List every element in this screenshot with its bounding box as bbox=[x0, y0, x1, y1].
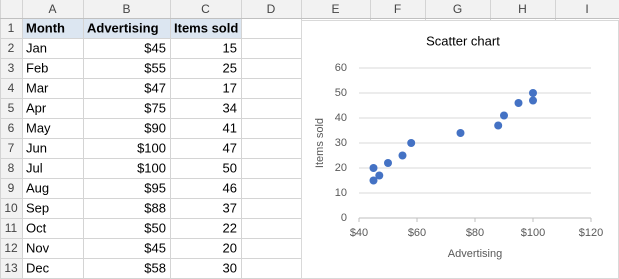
y-tick-label: 40 bbox=[335, 112, 347, 124]
row-number[interactable]: 4 bbox=[8, 81, 15, 95]
cell[interactable]: $88 bbox=[144, 200, 166, 215]
column-header[interactable]: C bbox=[201, 2, 210, 16]
column-header[interactable]: H bbox=[518, 2, 527, 16]
cell[interactable]: 41 bbox=[223, 120, 237, 135]
header-cell[interactable]: Month bbox=[26, 20, 65, 35]
cell[interactable]: 46 bbox=[223, 180, 237, 195]
header-cell[interactable]: Items sold bbox=[174, 20, 238, 35]
chart-title: Scatter chart bbox=[426, 33, 500, 48]
cell[interactable]: $75 bbox=[144, 100, 166, 115]
row-number[interactable]: 2 bbox=[8, 41, 15, 55]
column-header[interactable]: A bbox=[48, 2, 56, 16]
row-number[interactable]: 1 bbox=[8, 21, 15, 35]
point bbox=[529, 96, 537, 105]
point bbox=[494, 121, 503, 130]
y-axis-title: Items sold bbox=[314, 118, 326, 168]
y-tick-label: 50 bbox=[335, 87, 347, 99]
cell[interactable]: 15 bbox=[223, 40, 237, 55]
point bbox=[456, 129, 465, 137]
point bbox=[514, 99, 523, 107]
row-number[interactable]: 10 bbox=[4, 201, 18, 215]
cell[interactable]: Jan bbox=[26, 40, 47, 55]
cell[interactable]: 17 bbox=[223, 80, 237, 95]
cell[interactable]: 25 bbox=[223, 60, 237, 75]
y-tick-label: 30 bbox=[335, 137, 347, 149]
cell[interactable]: Jul bbox=[26, 160, 43, 175]
cell[interactable]: $95 bbox=[144, 180, 166, 195]
y-tick-label: 60 bbox=[335, 62, 347, 74]
cell[interactable]: Oct bbox=[26, 220, 47, 235]
cell[interactable]: $58 bbox=[144, 260, 166, 275]
cell[interactable]: May bbox=[26, 120, 51, 135]
cell[interactable]: 22 bbox=[223, 220, 237, 235]
y-tick-label: 0 bbox=[341, 212, 347, 224]
cell[interactable]: 50 bbox=[223, 160, 237, 175]
cell[interactable]: $55 bbox=[144, 60, 166, 75]
x-tick-label: $120 bbox=[579, 227, 603, 239]
y-tick-label: 20 bbox=[335, 162, 347, 174]
row-number[interactable]: 11 bbox=[5, 221, 18, 235]
x-tick-label: $40 bbox=[350, 227, 368, 239]
x-tick-label: $80 bbox=[466, 227, 484, 239]
cell[interactable]: Aug bbox=[26, 180, 49, 195]
column-header[interactable]: B bbox=[122, 2, 130, 16]
column-header[interactable]: G bbox=[453, 2, 462, 16]
cell[interactable]: Sep bbox=[26, 200, 49, 215]
cell[interactable]: 20 bbox=[223, 240, 237, 255]
header-row-fill bbox=[22, 18, 241, 38]
header-cell[interactable]: Advertising bbox=[87, 20, 159, 35]
point bbox=[529, 89, 537, 97]
cell[interactable]: 37 bbox=[223, 200, 237, 215]
cell[interactable]: $100 bbox=[137, 140, 166, 155]
x-tick-label: $60 bbox=[408, 227, 426, 239]
point bbox=[369, 164, 378, 172]
row-header-bar bbox=[0, 0, 22, 279]
point bbox=[384, 159, 392, 167]
cell[interactable]: Apr bbox=[26, 100, 47, 115]
cell[interactable]: Nov bbox=[26, 240, 50, 255]
cell[interactable]: $45 bbox=[144, 240, 166, 255]
cell[interactable]: $90 bbox=[144, 120, 166, 135]
row-number[interactable]: 6 bbox=[8, 121, 15, 135]
cell[interactable]: Feb bbox=[26, 60, 48, 75]
cell[interactable]: Jun bbox=[26, 140, 47, 155]
row-number[interactable]: 12 bbox=[4, 241, 18, 255]
column-header[interactable]: D bbox=[267, 2, 276, 16]
row-number[interactable]: 9 bbox=[8, 181, 15, 195]
cell[interactable]: 30 bbox=[223, 260, 237, 275]
column-header[interactable]: F bbox=[394, 2, 401, 16]
column-header[interactable]: I bbox=[585, 2, 588, 16]
point bbox=[369, 176, 378, 185]
point bbox=[375, 171, 384, 180]
row-number[interactable]: 7 bbox=[8, 141, 15, 155]
row-number[interactable]: 8 bbox=[8, 161, 15, 175]
cell[interactable]: Mar bbox=[26, 80, 49, 95]
x-tick-label: $100 bbox=[521, 227, 545, 239]
cell[interactable]: Dec bbox=[26, 260, 50, 275]
point bbox=[407, 139, 416, 147]
column-header[interactable]: E bbox=[331, 2, 339, 16]
cell[interactable]: 34 bbox=[223, 100, 237, 115]
column-header-bar bbox=[0, 0, 619, 18]
y-tick-label: 10 bbox=[335, 187, 347, 199]
cell[interactable]: 47 bbox=[223, 140, 237, 155]
point bbox=[398, 151, 407, 160]
x-axis-title: Advertising bbox=[448, 248, 502, 260]
cell[interactable]: $45 bbox=[144, 40, 166, 55]
cell[interactable]: $100 bbox=[137, 160, 166, 175]
point bbox=[500, 111, 508, 120]
cell[interactable]: $50 bbox=[144, 220, 166, 235]
row-number[interactable]: 5 bbox=[8, 101, 15, 115]
cell[interactable]: $47 bbox=[144, 80, 166, 95]
row-number[interactable]: 3 bbox=[8, 61, 15, 75]
chart-area[interactable] bbox=[301, 20, 619, 279]
row-number[interactable]: 13 bbox=[4, 261, 18, 275]
